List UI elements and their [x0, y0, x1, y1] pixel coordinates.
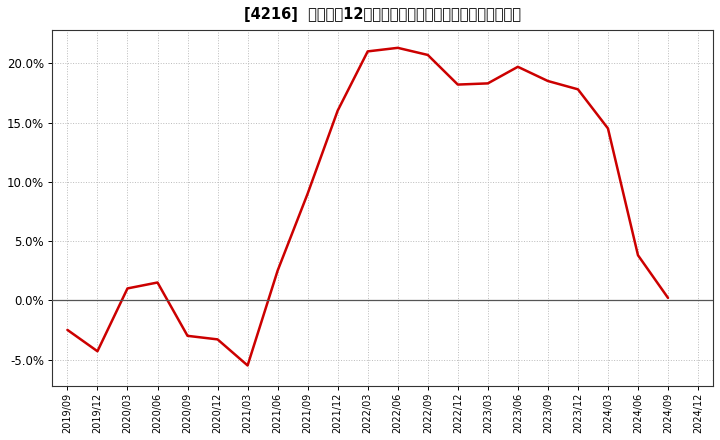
Title: [4216]  売上高の12か月移動合計の対前年同期増減率の推移: [4216] 売上高の12か月移動合計の対前年同期増減率の推移 [244, 7, 521, 22]
